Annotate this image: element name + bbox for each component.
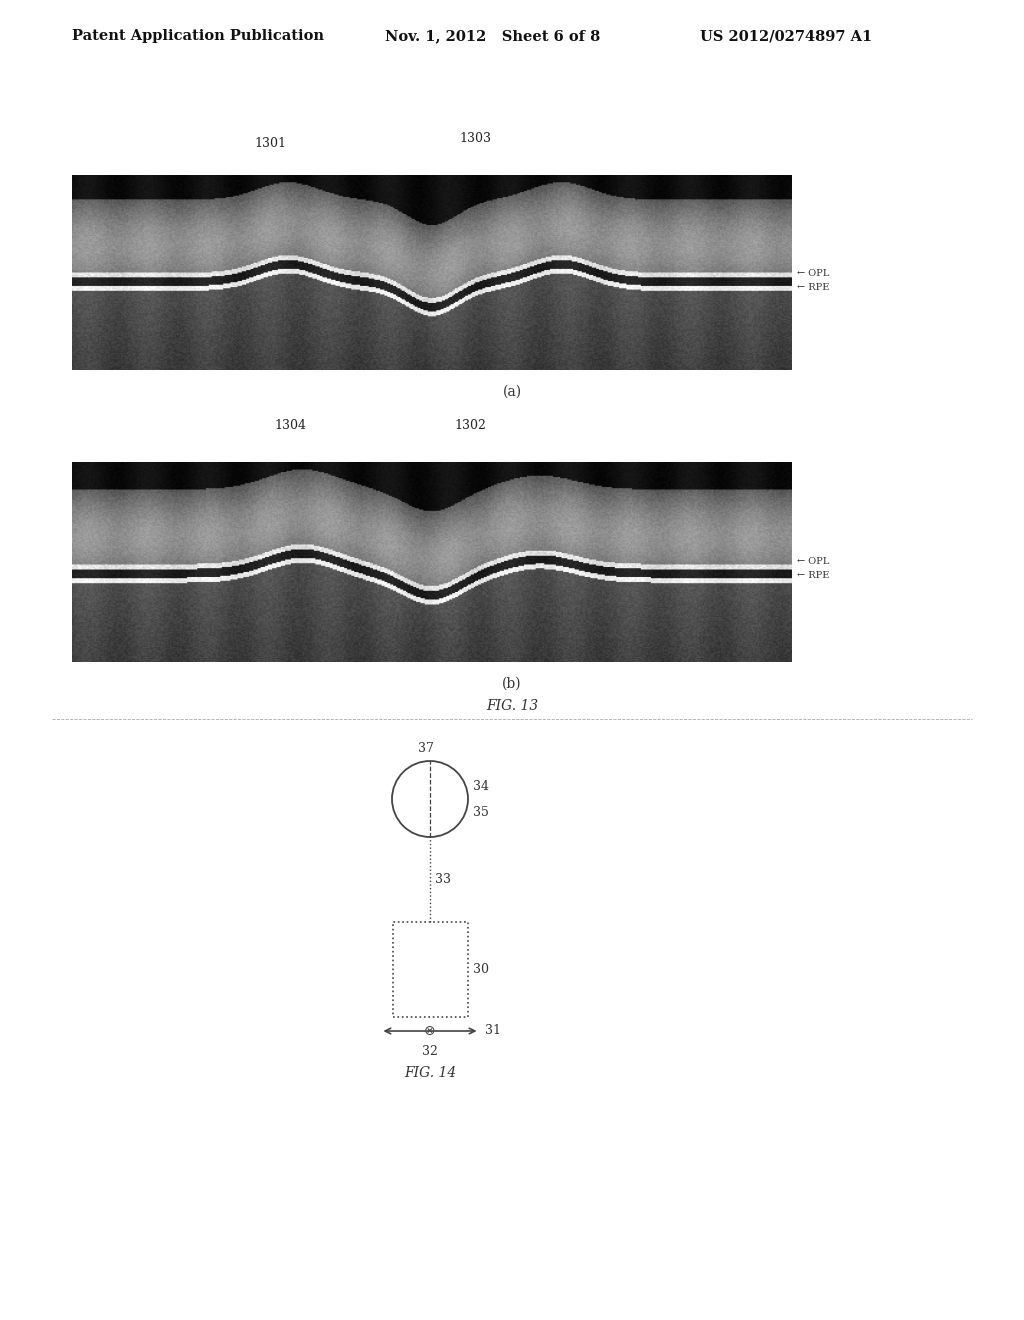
Text: 34: 34 <box>473 780 489 793</box>
Text: (b): (b) <box>502 677 522 690</box>
Text: 1301: 1301 <box>254 137 286 150</box>
Text: ← RPE: ← RPE <box>797 572 829 581</box>
Text: ← OPL: ← OPL <box>797 557 829 566</box>
Bar <box>392 921 468 1016</box>
Text: FIG. 14: FIG. 14 <box>403 1067 456 1080</box>
Text: 1305: 1305 <box>414 352 445 366</box>
Text: FIG. 13: FIG. 13 <box>485 700 539 713</box>
Text: 30: 30 <box>472 964 488 975</box>
Text: 33: 33 <box>435 873 451 886</box>
Text: 37: 37 <box>418 742 434 755</box>
Text: 35: 35 <box>473 807 488 820</box>
Text: 1303: 1303 <box>459 132 490 145</box>
Text: 1302: 1302 <box>454 418 486 432</box>
Text: ← RPE: ← RPE <box>797 282 829 292</box>
Text: (a): (a) <box>503 385 521 399</box>
Text: Nov. 1, 2012   Sheet 6 of 8: Nov. 1, 2012 Sheet 6 of 8 <box>385 29 600 44</box>
Text: 32: 32 <box>422 1045 438 1059</box>
Text: 31: 31 <box>484 1024 501 1038</box>
Text: Patent Application Publication: Patent Application Publication <box>72 29 324 44</box>
Text: ← OPL: ← OPL <box>797 268 829 277</box>
Text: 1304: 1304 <box>274 418 306 432</box>
Text: US 2012/0274897 A1: US 2012/0274897 A1 <box>700 29 872 44</box>
Text: ⊗: ⊗ <box>424 1024 436 1038</box>
